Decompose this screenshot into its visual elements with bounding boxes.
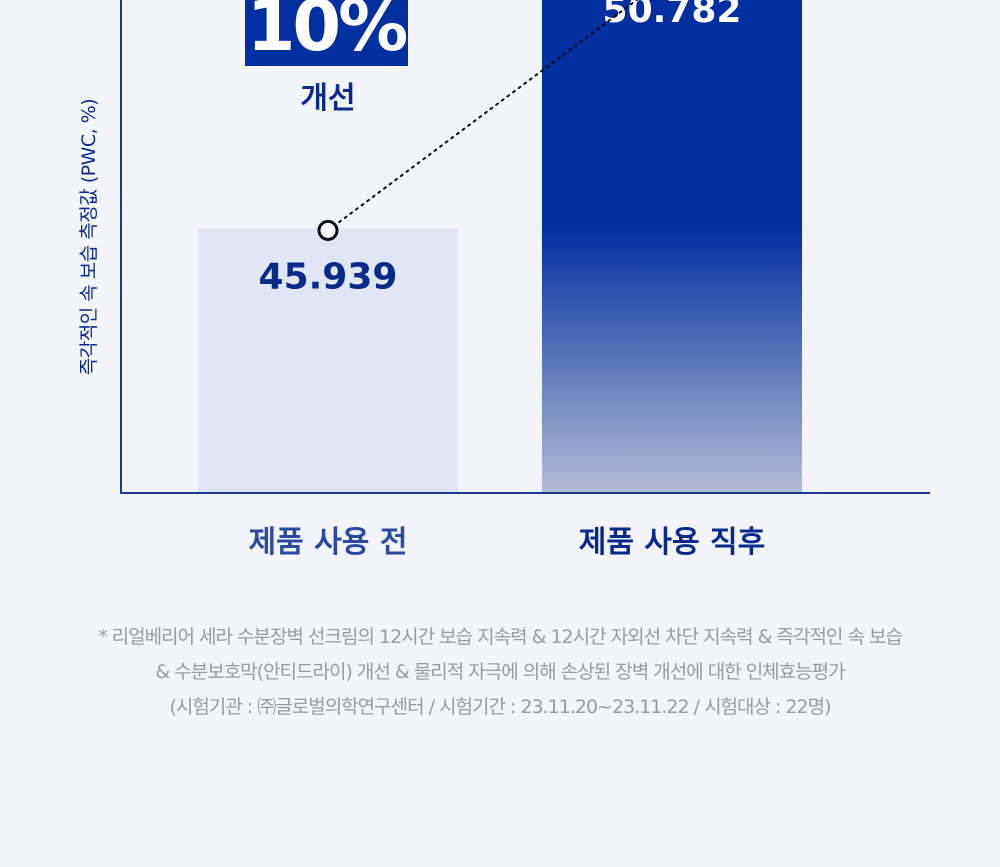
improvement-percent: 10% bbox=[247, 0, 406, 67]
footnote-line-1: * 리얼베리어 세라 수분장벽 선크림의 12시간 보습 지속력 & 12시간 … bbox=[98, 626, 903, 648]
bar-after bbox=[542, 0, 802, 493]
footnote-line-3: (시험기관 : ㈜글로벌의학연구센터 / 시험기간 : 23.11.20~23.… bbox=[169, 696, 831, 718]
improvement-label: 개선 bbox=[300, 81, 355, 116]
footnote: * 리얼베리어 세라 수분장벽 선크림의 12시간 보습 지속력 & 12시간 … bbox=[40, 620, 960, 725]
value-label-before: 45.939 bbox=[259, 256, 398, 297]
y-axis-label: 즉각적인 속 보습 측정값 (PWC, %) bbox=[78, 99, 100, 375]
footnote-line-2: & 수분보호막(안티드라이) 개선 & 물리적 자극에 의해 손상된 장벽 개선… bbox=[155, 661, 845, 683]
improvement-start-marker bbox=[317, 219, 339, 241]
category-label-after: 제품 사용 직후 bbox=[579, 525, 766, 560]
improvement-badge bbox=[245, 0, 408, 66]
bar-before bbox=[198, 228, 458, 494]
value-label-after: 50.782 bbox=[603, 0, 742, 31]
bar-chart: 즉각적인 속 보습 측정값 (PWC, %) 45.939 50.782 10%… bbox=[78, 0, 930, 560]
category-label-before: 제품 사용 전 bbox=[249, 525, 408, 560]
